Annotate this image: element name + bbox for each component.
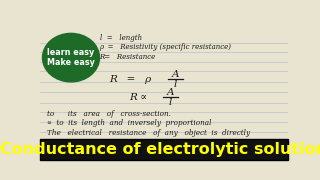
Text: l: l (173, 80, 177, 89)
Text: learn easy: learn easy (47, 48, 95, 57)
Text: R=   Resistance: R= Resistance (100, 53, 156, 61)
Text: ρ  =   Resistivity (specific resistance): ρ = Resistivity (specific resistance) (100, 43, 232, 51)
Text: R   =   ρ: R = ρ (109, 75, 152, 84)
Text: l: l (169, 98, 172, 107)
Text: ∝  to  its  length  and  inversely  proportional: ∝ to its length and inversely proportion… (47, 120, 212, 127)
Text: Conductance of electrolytic solution: Conductance of electrolytic solution (0, 142, 320, 157)
Text: Make easy: Make easy (47, 58, 95, 67)
Text: The   electrical   resistance   of  any   object  is  directly: The electrical resistance of any object … (47, 129, 251, 137)
Text: l  =   length: l = length (100, 33, 142, 42)
Text: A: A (172, 70, 179, 79)
FancyBboxPatch shape (40, 139, 288, 160)
Text: R ∝: R ∝ (129, 93, 148, 102)
Text: to      its   area   of   cross-section.: to its area of cross-section. (47, 110, 171, 118)
Text: A: A (166, 88, 174, 97)
Ellipse shape (43, 33, 100, 82)
